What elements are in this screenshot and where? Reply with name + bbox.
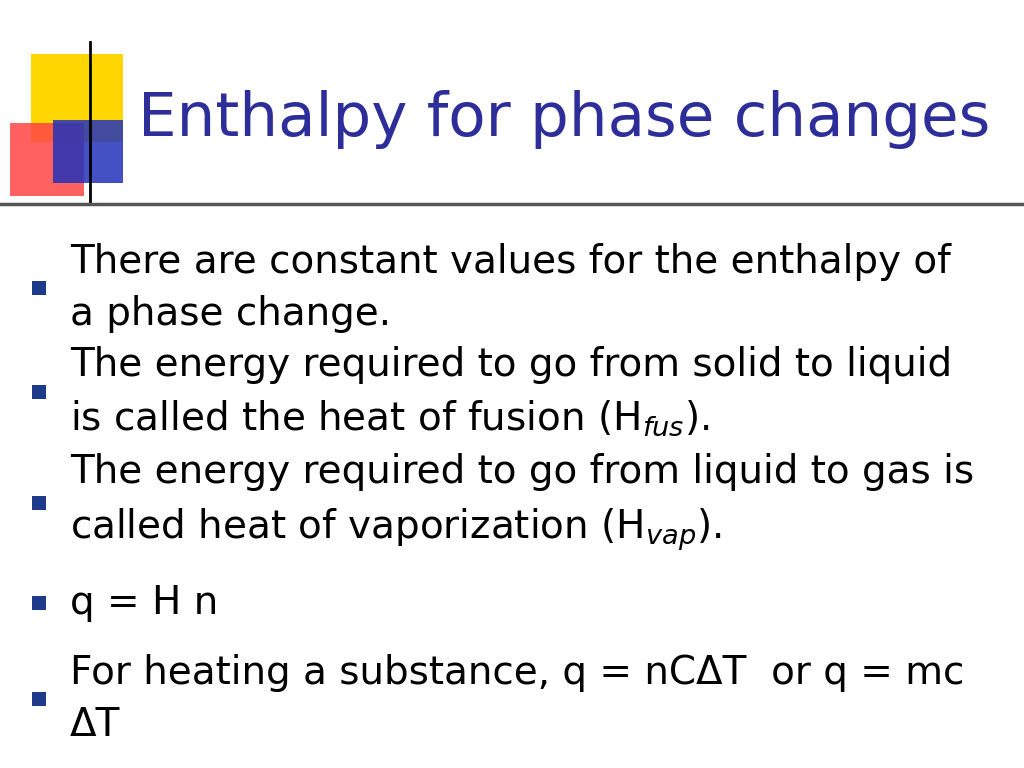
Text: q = H n: q = H n bbox=[70, 584, 218, 622]
Bar bbox=[53, 120, 123, 183]
Text: There are constant values for the enthalpy of
a phase change.: There are constant values for the enthal… bbox=[70, 243, 950, 333]
Text: Enthalpy for phase changes: Enthalpy for phase changes bbox=[138, 90, 990, 148]
Bar bbox=[31, 54, 123, 142]
Text: The energy required to go from solid to liquid
is called the heat of fusion (H$_: The energy required to go from solid to … bbox=[70, 346, 951, 438]
Bar bbox=[10, 123, 84, 196]
Text: For heating a substance, q = nCΔT  or q = mc
ΔT: For heating a substance, q = nCΔT or q =… bbox=[70, 654, 964, 743]
Text: The energy required to go from liquid to gas is
called heat of vaporization (H$_: The energy required to go from liquid to… bbox=[70, 453, 974, 553]
